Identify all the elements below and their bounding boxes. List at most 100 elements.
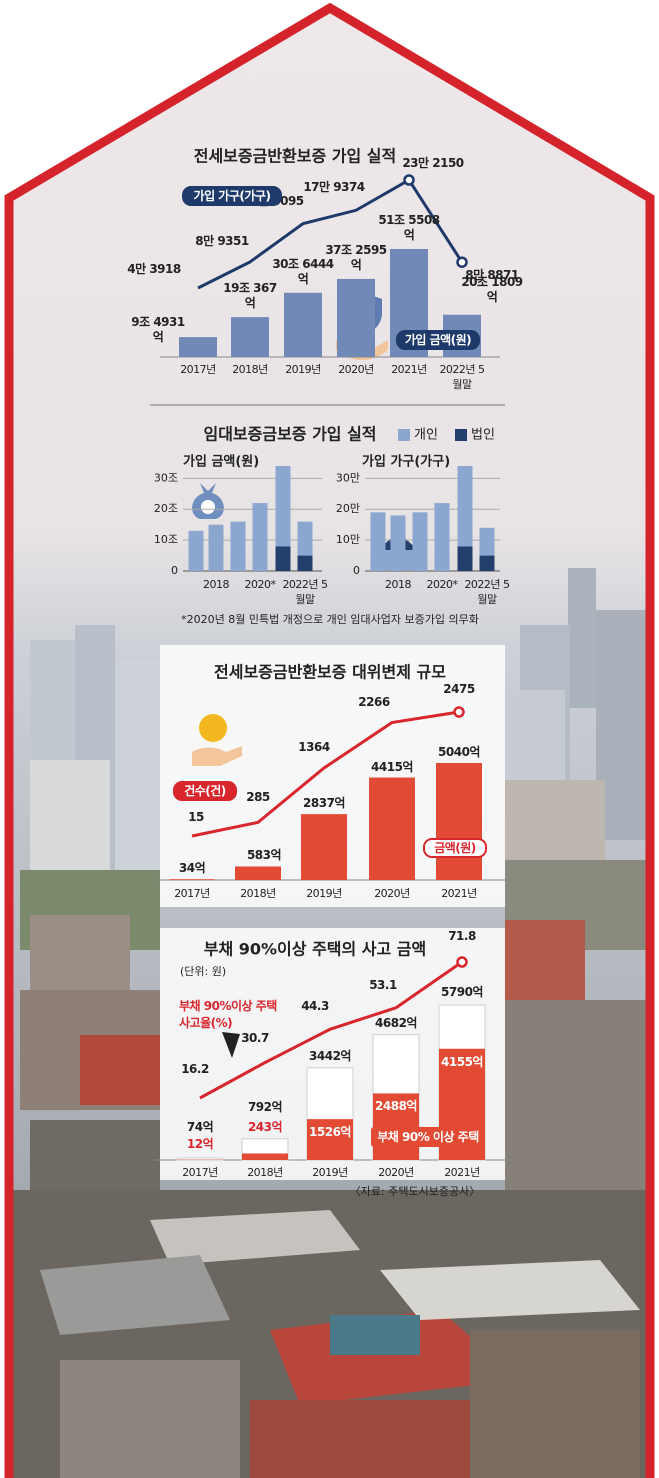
- line-label: 71.8: [448, 929, 476, 943]
- legend-label: 부채 90%이상 주택 사고율(%): [179, 999, 277, 1030]
- x-tick-label: 2022년 5월말: [439, 363, 485, 391]
- bar-label: 5790억: [441, 985, 483, 999]
- bar: [235, 866, 281, 880]
- y-tick-label: 20조: [154, 502, 178, 515]
- x-tick-label: 2018: [203, 578, 230, 591]
- x-tick-label: 2021년: [444, 1166, 480, 1179]
- x-tick-label: 2020년: [378, 1166, 414, 1179]
- bar-segment: [479, 527, 495, 556]
- y-tick-label: 0: [171, 564, 178, 577]
- bar-label: 1526억: [309, 1125, 351, 1140]
- chart-title: 전세보증금반환보증 가입 실적: [194, 147, 397, 166]
- bar-segment: [370, 512, 386, 571]
- y-tick-label: 0: [353, 564, 360, 577]
- panel-title: 가입 가구(가구): [362, 455, 450, 470]
- line-label: 23만 2150: [402, 156, 464, 170]
- bar: [284, 292, 322, 357]
- chart-title: 임대보증금보증 가입 실적: [203, 425, 376, 444]
- legend-label: 부채 90% 이상 주택: [371, 1127, 485, 1147]
- line-label: 1364: [298, 740, 330, 754]
- bar-label: 51조 5508억: [378, 213, 440, 242]
- x-tick-label: 2018: [385, 578, 412, 591]
- y-tick-label: 10만: [336, 533, 360, 546]
- bar-segment: [188, 530, 204, 571]
- bar-label: 2488억: [375, 1099, 417, 1114]
- x-tick-label: 2017년: [174, 887, 210, 900]
- y-tick-label: 30조: [154, 471, 178, 484]
- bar-segment: [230, 521, 246, 571]
- bar-segment: [390, 515, 406, 571]
- line-marker: [456, 956, 468, 968]
- bar-share: [242, 1153, 288, 1160]
- line-label: 4만 3918: [127, 262, 181, 276]
- bar-segment: [275, 466, 291, 547]
- bar-label: 4682억: [375, 1015, 417, 1030]
- x-tick-label: 2018년: [247, 1166, 283, 1179]
- line-label: 44.3: [301, 999, 329, 1014]
- line-label: 53.1: [369, 977, 397, 992]
- bar-segment: [457, 546, 473, 571]
- line: [197, 177, 464, 290]
- chart-subtitle: (단위: 원): [180, 965, 226, 978]
- line-label: 15: [188, 810, 204, 824]
- x-tick-label: 2020년: [374, 887, 410, 900]
- legend-label: 가입 금액(원): [396, 330, 480, 350]
- bar-label: 4155억: [441, 1054, 483, 1069]
- bar: [231, 317, 269, 357]
- bar-label: 20조 1809억: [461, 274, 523, 304]
- line-label: 16.2: [181, 1062, 209, 1076]
- legend-label: 건수(건): [173, 781, 237, 801]
- x-tick-label: 2022년 5월말: [464, 578, 510, 606]
- bar-share: [307, 1119, 353, 1160]
- bar-segment: [252, 503, 268, 571]
- bar: [169, 879, 215, 880]
- bar-segment: [434, 503, 450, 571]
- bar-label: 3442억: [309, 1048, 351, 1063]
- bar: [369, 777, 415, 880]
- line: [191, 710, 460, 838]
- bar: [179, 337, 217, 357]
- x-tick-label: 2020년: [338, 363, 374, 376]
- y-tick-label: 20만: [336, 502, 360, 515]
- line-marker: [453, 706, 465, 718]
- line-label: 285: [246, 790, 270, 805]
- x-tick-label: 2019년: [285, 363, 321, 376]
- legend-label: 금액(원): [423, 838, 487, 858]
- bar: [436, 763, 482, 880]
- bar-label: 2837억: [303, 796, 345, 811]
- x-tick-label: 2017년: [182, 1166, 218, 1179]
- bar-label: 5040억: [438, 745, 480, 759]
- bar-label: 243억: [247, 1120, 283, 1135]
- line-label: 8만 9351: [195, 233, 249, 248]
- x-tick-label: 2021년: [391, 363, 427, 376]
- x-tick-label: 2021년: [441, 887, 477, 900]
- bar-label: 583억: [246, 848, 282, 863]
- bar-label: 12억: [186, 1136, 214, 1151]
- line: [199, 960, 463, 1100]
- bar-label: 30조 6444억: [272, 256, 334, 286]
- coin-hand-icon: [192, 714, 242, 766]
- money-bag-icon: [192, 483, 224, 519]
- x-tick-label: 2017년: [180, 363, 216, 376]
- footnote: *2020년 8월 민특법 개정으로 개인 임대사업자 보증가입 의무화: [181, 613, 479, 626]
- line-marker: [403, 174, 415, 186]
- line-marker: [456, 256, 468, 268]
- legend-label: 법인: [471, 428, 495, 443]
- bar-segment: [412, 512, 428, 571]
- bar-segment: [457, 466, 473, 547]
- chart-title: 부채 90%이상 주택의 사고 금액: [204, 940, 427, 959]
- y-tick-label: 30만: [336, 471, 360, 484]
- legend-label: 개인: [414, 428, 438, 443]
- bar-share: [373, 1093, 419, 1160]
- bar-segment: [297, 555, 313, 571]
- bar-label: 74억: [186, 1120, 214, 1135]
- source: 〈자료: 주택도시보증공사〉: [350, 1185, 480, 1198]
- legend-swatch: [455, 429, 467, 441]
- x-tick-label: 2022년 5월말: [282, 578, 328, 606]
- y-tick-label: 10조: [154, 533, 178, 546]
- line-label: 2266: [358, 694, 390, 709]
- line-label: 8만 8871: [465, 268, 519, 283]
- bar-segment: [275, 546, 291, 571]
